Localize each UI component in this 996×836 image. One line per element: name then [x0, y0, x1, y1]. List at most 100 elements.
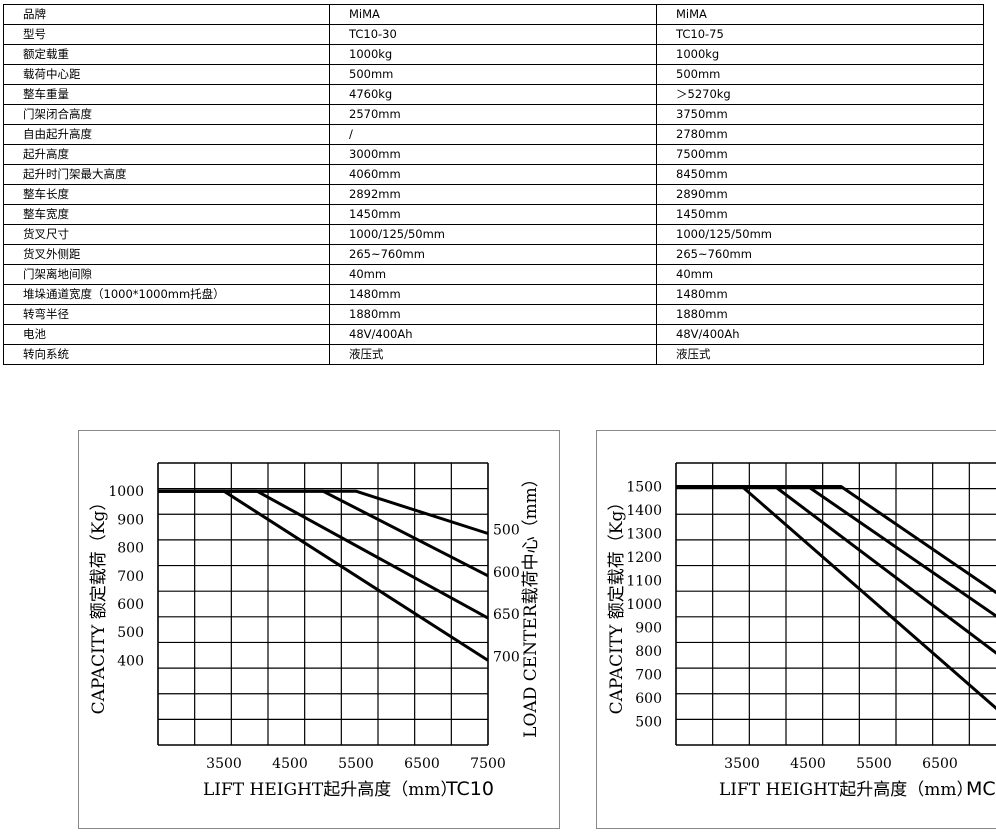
spec-label-cell: 型号: [3, 24, 330, 45]
table-row: 起升时门架最大高度 4060mm 8450mm: [3, 164, 984, 185]
spec-value-cell: TC10-75: [656, 24, 984, 45]
spec-value-cell: TC10-30: [329, 24, 657, 45]
load-chart-mc: 1500 1400 1300 1200 1100 1000 900 800 700 600 500 3…: [596, 430, 996, 829]
y-tick-label: 600: [117, 597, 144, 613]
table-row: 自由起升高度/2780mm: [3, 124, 984, 145]
y-tick-label: 1000: [108, 484, 144, 500]
spec-label-cell: 整车重量: [3, 84, 330, 105]
series-line: [158, 489, 489, 662]
spec-value-cell: 3000mm: [329, 144, 657, 165]
x-tick-label: 5500: [338, 756, 374, 772]
spec-label-cell: 门架闭合高度: [3, 104, 330, 125]
x-tick-label: 4500: [272, 756, 308, 772]
spec-label-cell: 货叉尺寸: [3, 224, 330, 245]
spec-value-cell: 1880mm: [329, 304, 657, 325]
spec-label-cell: 整车长度: [3, 184, 330, 205]
series-line: [158, 489, 489, 578]
spec-label-cell: 品牌: [3, 4, 330, 25]
spec-value-cell: 1450mm: [656, 204, 984, 225]
series-label: 700: [493, 649, 520, 665]
y-tick-label: 1000: [626, 597, 662, 613]
spec-value-cell: 48V/400Ah: [329, 324, 657, 345]
series-label: 500: [493, 523, 520, 539]
table-row: 货叉外侧距 265~760mm 265~760mm: [3, 244, 984, 265]
chart-frame: [78, 430, 560, 829]
y-tick-label: 400: [117, 653, 144, 669]
spec-label-cell: 载荷中心距: [3, 64, 330, 85]
model-label: TC10: [445, 778, 494, 800]
y-tick-label: 500: [635, 715, 662, 731]
spec-value-cell: 500mm: [329, 64, 657, 85]
spec-value-cell: 1000kg: [656, 44, 984, 65]
spec-label-cell: 货叉外侧距: [3, 244, 330, 265]
table-row: 品牌 MiMA MiMA: [3, 4, 984, 25]
spec-value-cell: 40mm: [656, 264, 984, 285]
series-label: 650: [493, 607, 520, 623]
spec-label-cell: 转向系统: [3, 344, 330, 365]
y-axis-label: CAPACITY 额定载荷（Kg）: [89, 494, 109, 715]
series-label: 600: [493, 565, 520, 581]
spec-table: 品牌 MiMA MiMA 型号 TC10-30 TC10-75 额定载重 1000kg 1000…: [3, 4, 984, 365]
table-row: 额定载重 1000kg 1000kg: [3, 44, 984, 65]
spec-value-cell: 265~760mm: [656, 244, 984, 265]
spec-label-cell: 电池: [3, 324, 330, 345]
spec-value-cell: 48V/400Ah: [656, 324, 984, 345]
x-tick-label: 7500: [470, 756, 506, 772]
right-axis-label: LOAD CENTER载荷中心（mm）: [521, 470, 541, 738]
y-axis-label: CAPACITY 额定载荷（Kg）: [607, 494, 627, 715]
table-row: 门架闭合高度 2570mm 3750mm: [3, 104, 984, 125]
load-chart-tc10: 1000 900 800 700 600 500 400 3500 4500 5500 6500 75…: [78, 430, 560, 829]
spec-label-cell: 自由起升高度: [3, 124, 330, 145]
spec-label-cell: 门架离地间隙: [3, 264, 330, 285]
spec-label-cell: 起升时门架最大高度: [3, 164, 330, 185]
spec-value-cell: 1480mm: [656, 284, 984, 305]
spec-value-cell: 265~760mm: [329, 244, 657, 265]
table-row: 货叉尺寸 1000/125/50mm 1000/125/50mm: [3, 224, 984, 245]
y-tick-label: 900: [117, 512, 144, 528]
spec-value-cell: 1000kg: [329, 44, 657, 65]
spec-value-cell: 1480mm: [329, 284, 657, 305]
y-tick-label: 900: [635, 621, 662, 637]
x-tick-label: 5500: [856, 756, 892, 772]
y-tick-label: 1100: [626, 574, 662, 590]
x-tick-label: 4500: [790, 756, 826, 772]
x-tick-label: 3500: [206, 756, 242, 772]
y-tick-label: 700: [117, 569, 144, 585]
table-row: 堆垛通道宽度（1000*1000mm托盘） 1480mm 1480mm: [3, 284, 984, 305]
spec-value-cell: 4760kg: [329, 84, 657, 105]
spec-label-cell: 堆垛通道宽度（1000*1000mm托盘）: [3, 284, 330, 305]
x-tick-label: 6500: [404, 756, 440, 772]
table-row: 整车重量 4760kg ＞5270kg: [3, 84, 984, 105]
spec-value-cell: 2890mm: [656, 184, 984, 205]
table-row: 载荷中心距 500mm 500mm: [3, 64, 984, 85]
y-tick-label: 1500: [626, 480, 662, 496]
spec-value-cell: 1880mm: [656, 304, 984, 325]
table-row: 门架离地间隙 40mm 40mm: [3, 264, 984, 285]
table-row: 起升高度 3000mm 7500mm: [3, 144, 984, 165]
table-row: 电池 48V/400Ah 48V/400Ah: [3, 324, 984, 345]
spec-label-cell: 起升高度: [3, 144, 330, 165]
spec-value-cell: 1000/125/50mm: [329, 224, 657, 245]
spec-value-cell: ＞5270kg: [656, 84, 984, 105]
spec-value-cell: 2570mm: [329, 104, 657, 125]
chart-frame: [596, 430, 996, 829]
table-row: 整车长度 2892mm 2890mm: [3, 184, 984, 205]
spec-value-cell: 1450mm: [329, 204, 657, 225]
y-tick-label: 700: [635, 668, 662, 684]
spec-value-cell: MiMA: [329, 4, 657, 25]
table-row: 转向系统 液压式 液压式: [3, 344, 984, 365]
y-tick-label: 1400: [626, 503, 662, 519]
spec-value-cell: 40mm: [329, 264, 657, 285]
series-line: [676, 485, 996, 711]
spec-value-cell: 2780mm: [656, 124, 984, 145]
spec-value-cell: 4060mm: [329, 164, 657, 185]
y-tick-label: 500: [117, 625, 144, 641]
spec-value-cell: 2892mm: [329, 184, 657, 205]
series-line: [676, 485, 996, 655]
spec-label-cell: 转弯半径: [3, 304, 330, 325]
series-line: [676, 485, 996, 595]
y-tick-label: 800: [117, 541, 144, 557]
series-line: [676, 485, 996, 618]
spec-label-cell: 额定载重: [3, 44, 330, 65]
y-tick-label: 1200: [626, 550, 662, 566]
